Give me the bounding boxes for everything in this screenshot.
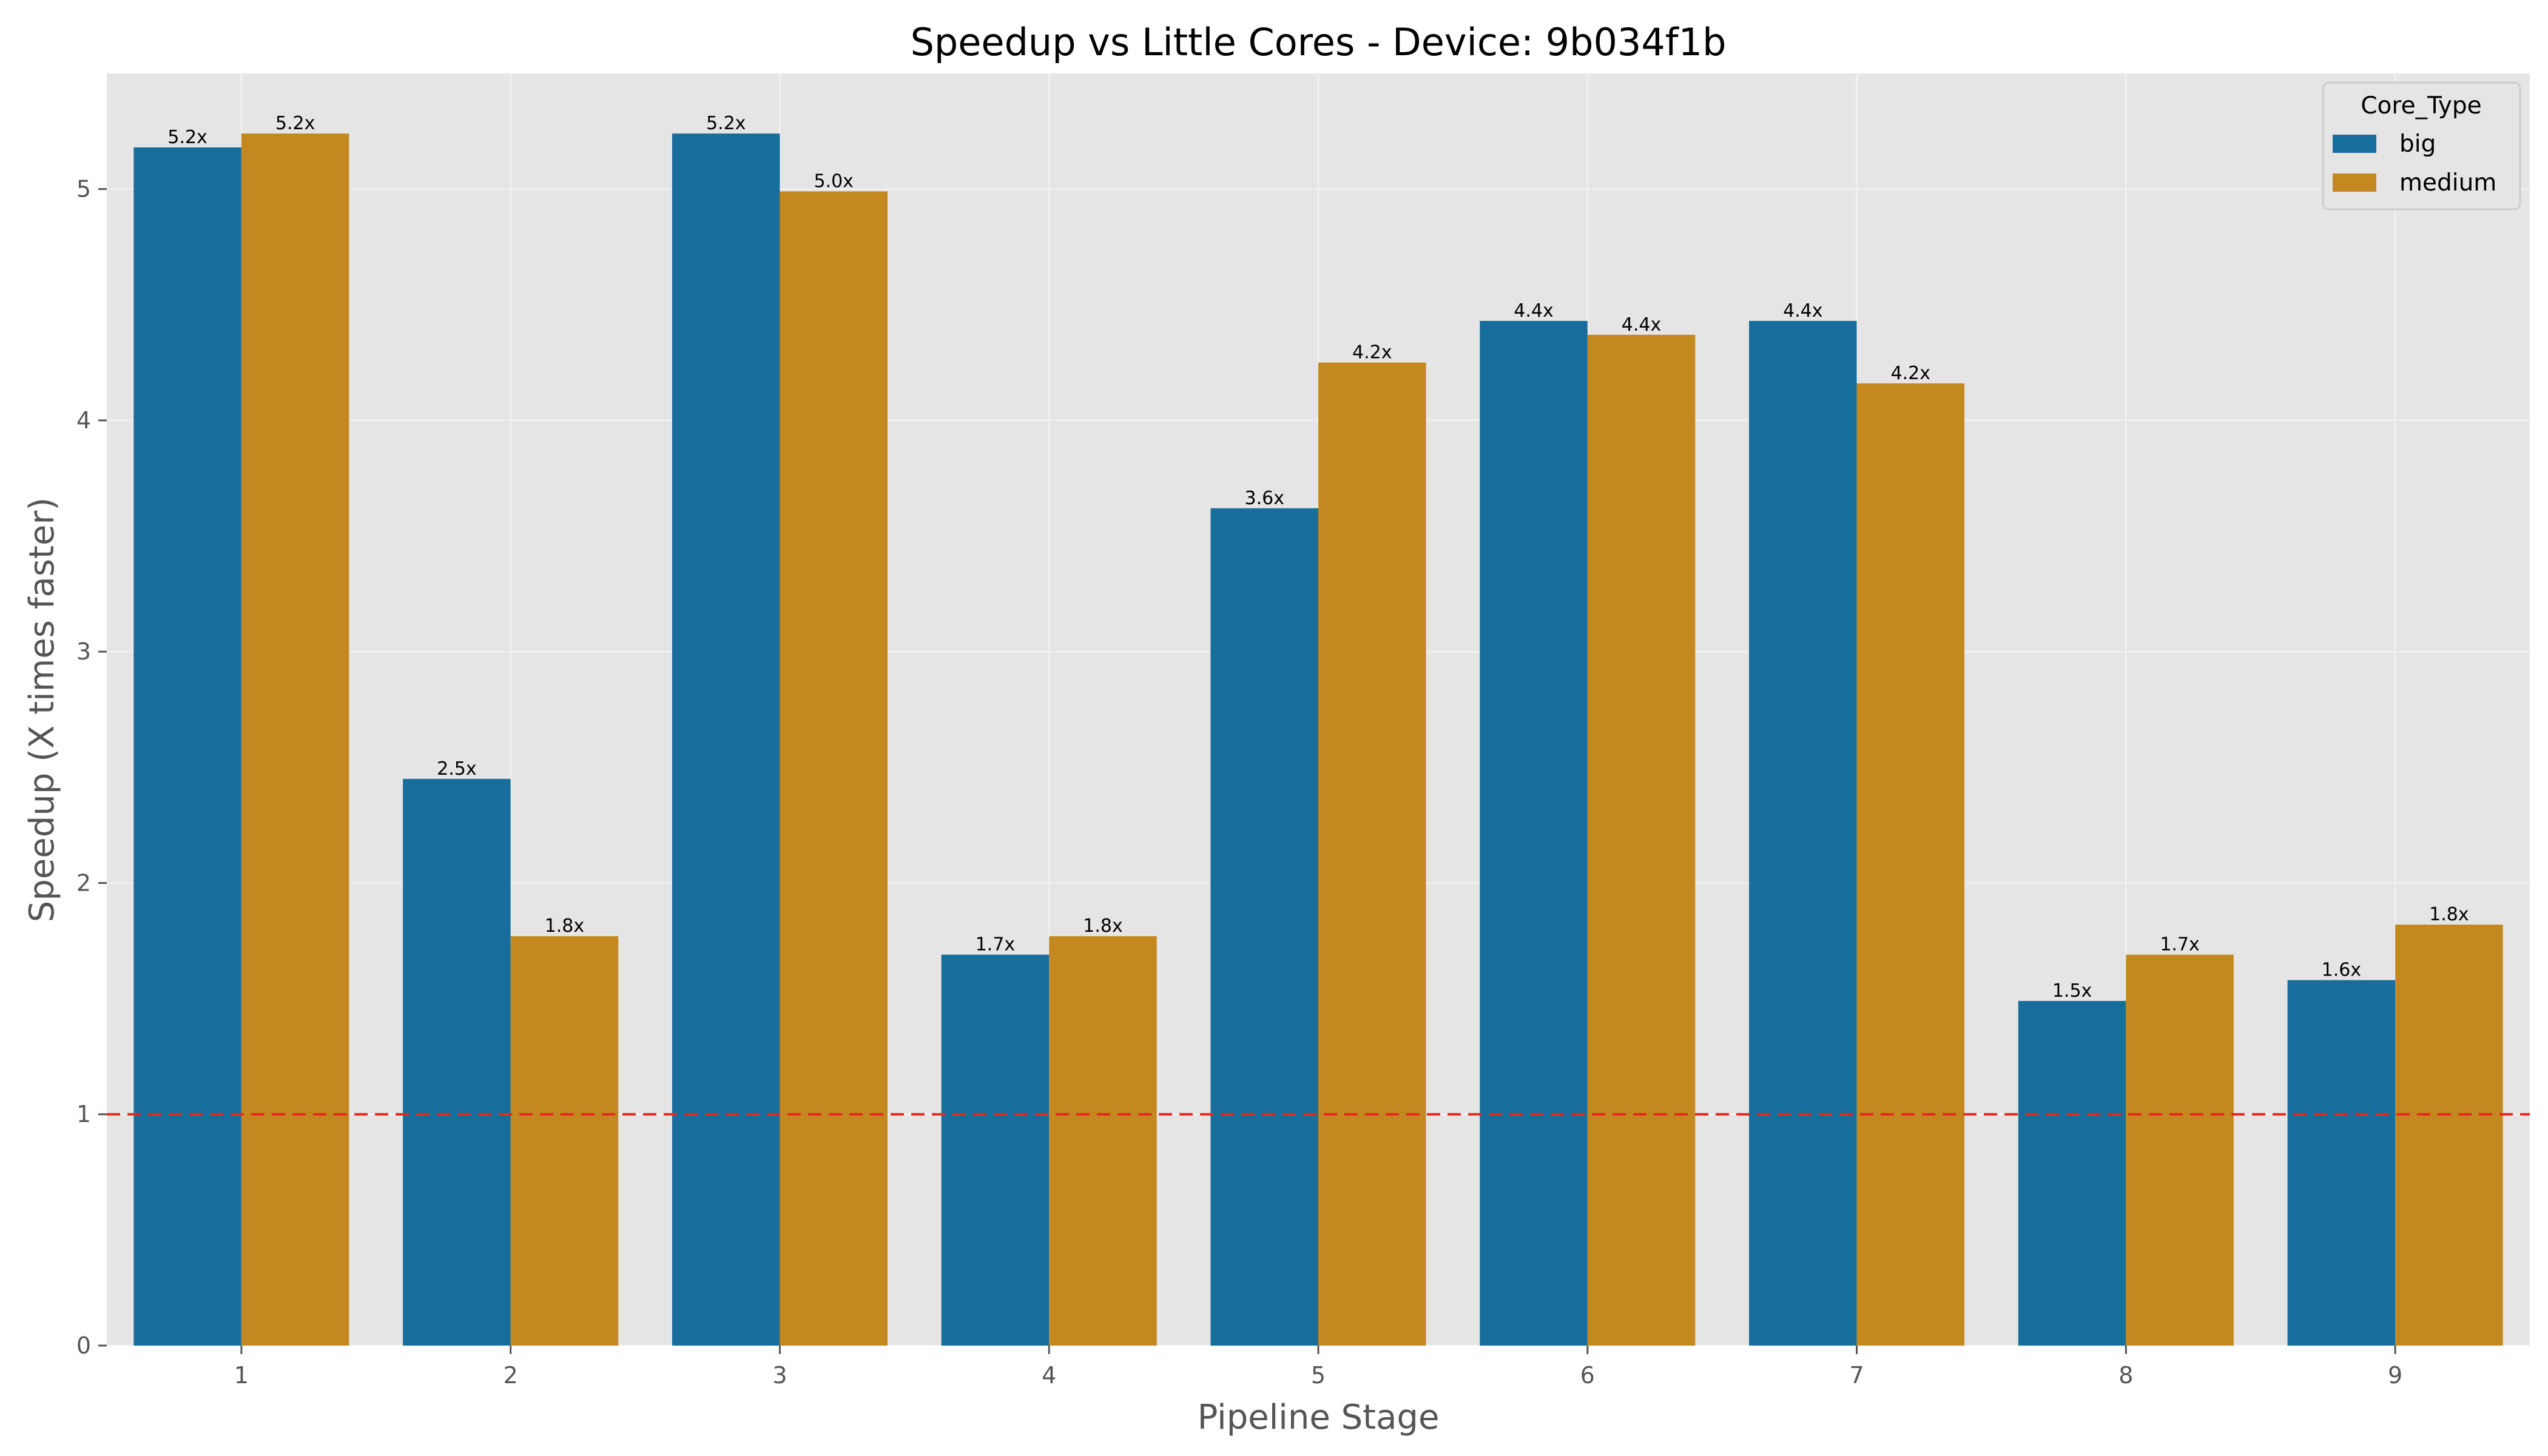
x-tick-label: 6 [1580,1362,1595,1389]
x-axis: 1 2 3 4 5 6 7 8 9 [234,1346,2402,1389]
x-tick-label: 1 [234,1362,249,1389]
legend-label-medium: medium [2399,169,2496,197]
y-tick-label: 1 [76,1101,91,1128]
y-tick-label: 2 [76,869,91,896]
legend-label-big: big [2399,130,2436,158]
bar-value-label: 1.6x [2322,960,2361,981]
x-tick-label: 4 [1042,1362,1056,1389]
bar-value-label: 4.4x [1622,314,1661,335]
bar-value-label: 4.4x [1514,300,1553,322]
bar-value-label: 4.2x [1352,342,1392,363]
bar-value-label: 5.0x [814,170,853,192]
bar-big-stage-5 [1210,508,1318,1346]
legend-swatch-big [2333,135,2376,153]
bar-medium-stage-8 [2126,954,2234,1346]
bar-value-label: 4.4x [1783,300,1822,322]
bar-value-label: 2.5x [437,758,476,780]
bar-big-stage-2 [403,778,511,1346]
bar-medium-stage-7 [1856,383,1965,1346]
bar-medium-stage-4 [1049,936,1157,1346]
x-tick-label: 3 [772,1362,787,1389]
x-tick-label: 8 [2118,1362,2133,1389]
y-tick-label: 5 [76,176,91,203]
bar-big-stage-4 [941,954,1050,1346]
bar-big-stage-7 [1749,320,1857,1346]
bar-value-label: 1.8x [1083,915,1122,937]
bar-big-stage-6 [1480,320,1588,1346]
legend: Core_Type big medium [2322,81,2521,211]
x-axis-label: Pipeline Stage [1198,1398,1440,1437]
bar-medium-stage-5 [1318,362,1426,1346]
y-tick-label: 3 [76,638,91,665]
bars-layer [133,133,2503,1346]
x-tick-label: 9 [2388,1362,2402,1389]
bar-big-stage-9 [2287,980,2396,1346]
bar-big-stage-3 [672,133,780,1346]
bar-value-label: 4.2x [1891,363,1930,384]
bar-value-label: 5.2x [706,113,746,134]
bar-value-label: 1.7x [976,934,1015,956]
bar-value-label: 1.7x [2160,934,2199,956]
x-tick-label: 2 [504,1362,518,1389]
legend-swatch-medium [2333,174,2376,192]
bar-value-label: 1.8x [545,915,584,937]
bar-value-label: 5.2x [275,113,315,134]
bar-value-label: 3.6x [1245,488,1284,509]
bar-medium-stage-3 [780,191,888,1346]
bar-medium-stage-2 [510,936,619,1346]
y-tick-label: 0 [76,1332,91,1359]
bar-value-label: 1.8x [2429,904,2469,925]
y-axis-label: Speedup (X times faster) [22,497,62,922]
x-tick-label: 5 [1311,1362,1326,1389]
bar-medium-stage-6 [1587,334,1696,1346]
x-tick-label: 7 [1849,1362,1864,1389]
bar-medium-stage-9 [2395,925,2503,1346]
chart-title: Speedup vs Little Cores - Device: 9b034f… [911,20,1727,64]
bar-big-stage-1 [133,147,241,1346]
bar-medium-stage-1 [241,133,349,1346]
bar-value-label: 1.5x [2052,980,2092,1002]
y-axis: 0 1 2 3 4 5 [76,176,107,1359]
bar-value-label: 5.2x [167,127,207,148]
y-tick-label: 4 [76,407,91,434]
bar-big-stage-8 [2018,1000,2126,1346]
bar-labels-layer: 5.2x 2.5x 5.2x 1.7x 3.6x 4.4x 4.4x 1.5x 1.6x 5.2x… [167,113,2469,1002]
legend-title: Core_Type [2361,92,2481,120]
